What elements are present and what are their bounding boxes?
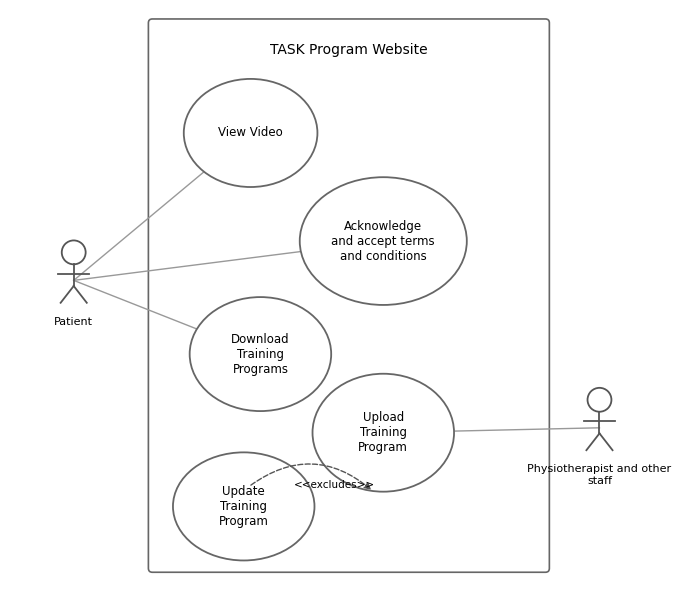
Text: <<excludes>>: <<excludes>>: [294, 480, 375, 490]
Text: View Video: View Video: [218, 126, 283, 140]
Text: Physiotherapist and other
staff: Physiotherapist and other staff: [528, 464, 672, 486]
Circle shape: [62, 240, 86, 265]
Ellipse shape: [173, 452, 314, 561]
Text: Download
Training
Programs: Download Training Programs: [231, 333, 289, 376]
Text: Acknowledge
and accept terms
and conditions: Acknowledge and accept terms and conditi…: [331, 220, 435, 263]
Ellipse shape: [300, 177, 466, 305]
Ellipse shape: [184, 79, 318, 187]
Ellipse shape: [313, 374, 454, 492]
Text: Patient: Patient: [54, 316, 93, 327]
Circle shape: [587, 388, 611, 412]
Text: TASK Program Website: TASK Program Website: [270, 43, 427, 57]
Text: Upload
Training
Program: Upload Training Program: [358, 411, 408, 454]
FancyBboxPatch shape: [148, 19, 549, 572]
Ellipse shape: [189, 297, 331, 411]
Text: Update
Training
Program: Update Training Program: [219, 485, 269, 528]
